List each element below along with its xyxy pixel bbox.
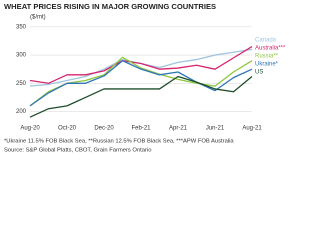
x-tick-label: Aug-20 — [20, 126, 40, 132]
y-tick-label: 300 — [16, 53, 27, 59]
y-tick-label: 250 — [16, 81, 27, 87]
legend-label: Canada — [255, 38, 277, 44]
y-tick-label: 200 — [16, 109, 27, 115]
x-tick-label: Aug-21 — [242, 126, 262, 132]
x-tick-label: Feb-21 — [131, 126, 151, 132]
x-tick-label: Jun-21 — [206, 126, 225, 132]
chart-title: WHEAT PRICES RISING IN MAJOR GROWING COU… — [4, 2, 216, 11]
legend-label: US — [255, 70, 263, 76]
footnote: *Ukraine 11.5% FOB Black Sea, **Russian … — [4, 139, 234, 145]
legend-label: Russia** — [255, 54, 279, 60]
footnote: Source: S&P Global Platts, CBOT, Grain F… — [4, 148, 151, 154]
series-line — [29, 46, 253, 84]
series-line — [29, 75, 253, 118]
chart-subtitle: ($/mt) — [30, 15, 46, 21]
chart: WHEAT PRICES RISING IN MAJOR GROWING COU… — [4, 2, 286, 154]
y-tick-label: 350 — [16, 24, 27, 30]
x-tick-label: Oct-20 — [58, 126, 77, 132]
x-tick-label: Dec-20 — [94, 126, 114, 132]
legend-label: Ukraine* — [255, 62, 279, 68]
x-tick-label: Apr-21 — [169, 126, 188, 132]
legend-label: Australia*** — [255, 46, 286, 52]
series-line — [29, 60, 253, 107]
